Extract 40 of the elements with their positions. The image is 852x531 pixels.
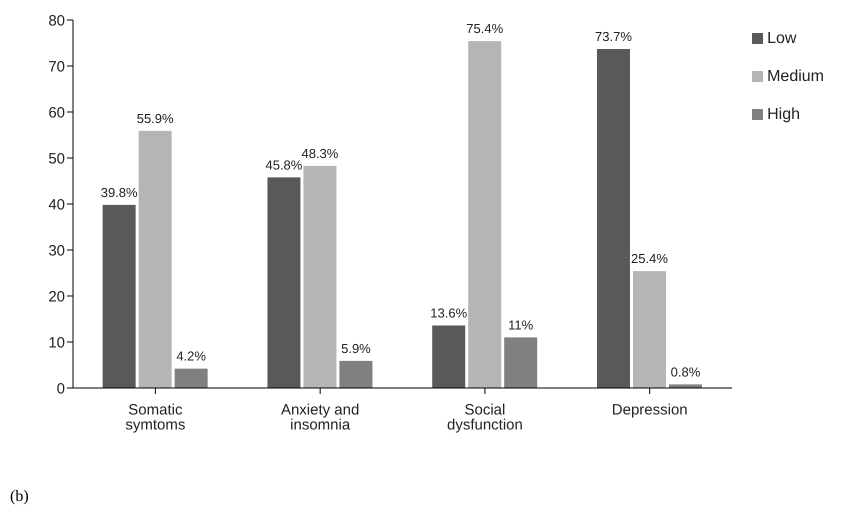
data-label: 48.3% — [301, 146, 339, 161]
data-label: 0.8% — [670, 364, 701, 380]
y-tick-label: 80 — [48, 12, 65, 30]
bar — [138, 130, 172, 388]
x-tick-label: Somatic symtoms — [125, 402, 186, 434]
y-tick-label: 30 — [48, 242, 65, 260]
bar — [174, 368, 208, 388]
bar — [267, 177, 300, 388]
bar — [504, 337, 538, 388]
y-tick-label: 50 — [48, 150, 65, 168]
text: (b) — [10, 488, 30, 506]
bar — [468, 41, 502, 388]
y-tick-label: 20 — [48, 288, 65, 306]
data-label: 25.4% — [631, 251, 668, 266]
legend-label: High — [767, 106, 800, 123]
data-label: 55.9% — [136, 110, 174, 126]
x-tick-label: Social dysfunction — [446, 402, 523, 434]
data-label: 11% — [508, 317, 534, 332]
y-tick-label: 60 — [48, 104, 65, 122]
bar — [339, 360, 372, 388]
data-label: 4.2% — [176, 348, 206, 364]
data-label: 75.4% — [466, 21, 504, 36]
bar — [596, 48, 630, 388]
bar — [632, 271, 666, 388]
bar — [432, 325, 466, 388]
legend-label: Medium — [767, 68, 824, 85]
data-label: 45.8% — [265, 157, 303, 172]
y-tick-label: 70 — [48, 58, 65, 76]
data-label: 39.8% — [100, 184, 138, 200]
y-tick-label: 10 — [48, 334, 65, 352]
legend-label: Low — [767, 30, 796, 47]
y-tick-label: 0 — [56, 380, 65, 398]
y-tick-label: 40 — [48, 196, 65, 214]
x-tick-label: Anxiety and insomnia — [280, 402, 360, 434]
x-tick-label: Depression — [612, 402, 688, 419]
data-label: 13.6% — [430, 305, 468, 320]
bar — [102, 204, 136, 388]
bar — [303, 166, 336, 388]
data-label: 73.7% — [595, 28, 632, 44]
data-label: 5.9% — [341, 340, 372, 356]
